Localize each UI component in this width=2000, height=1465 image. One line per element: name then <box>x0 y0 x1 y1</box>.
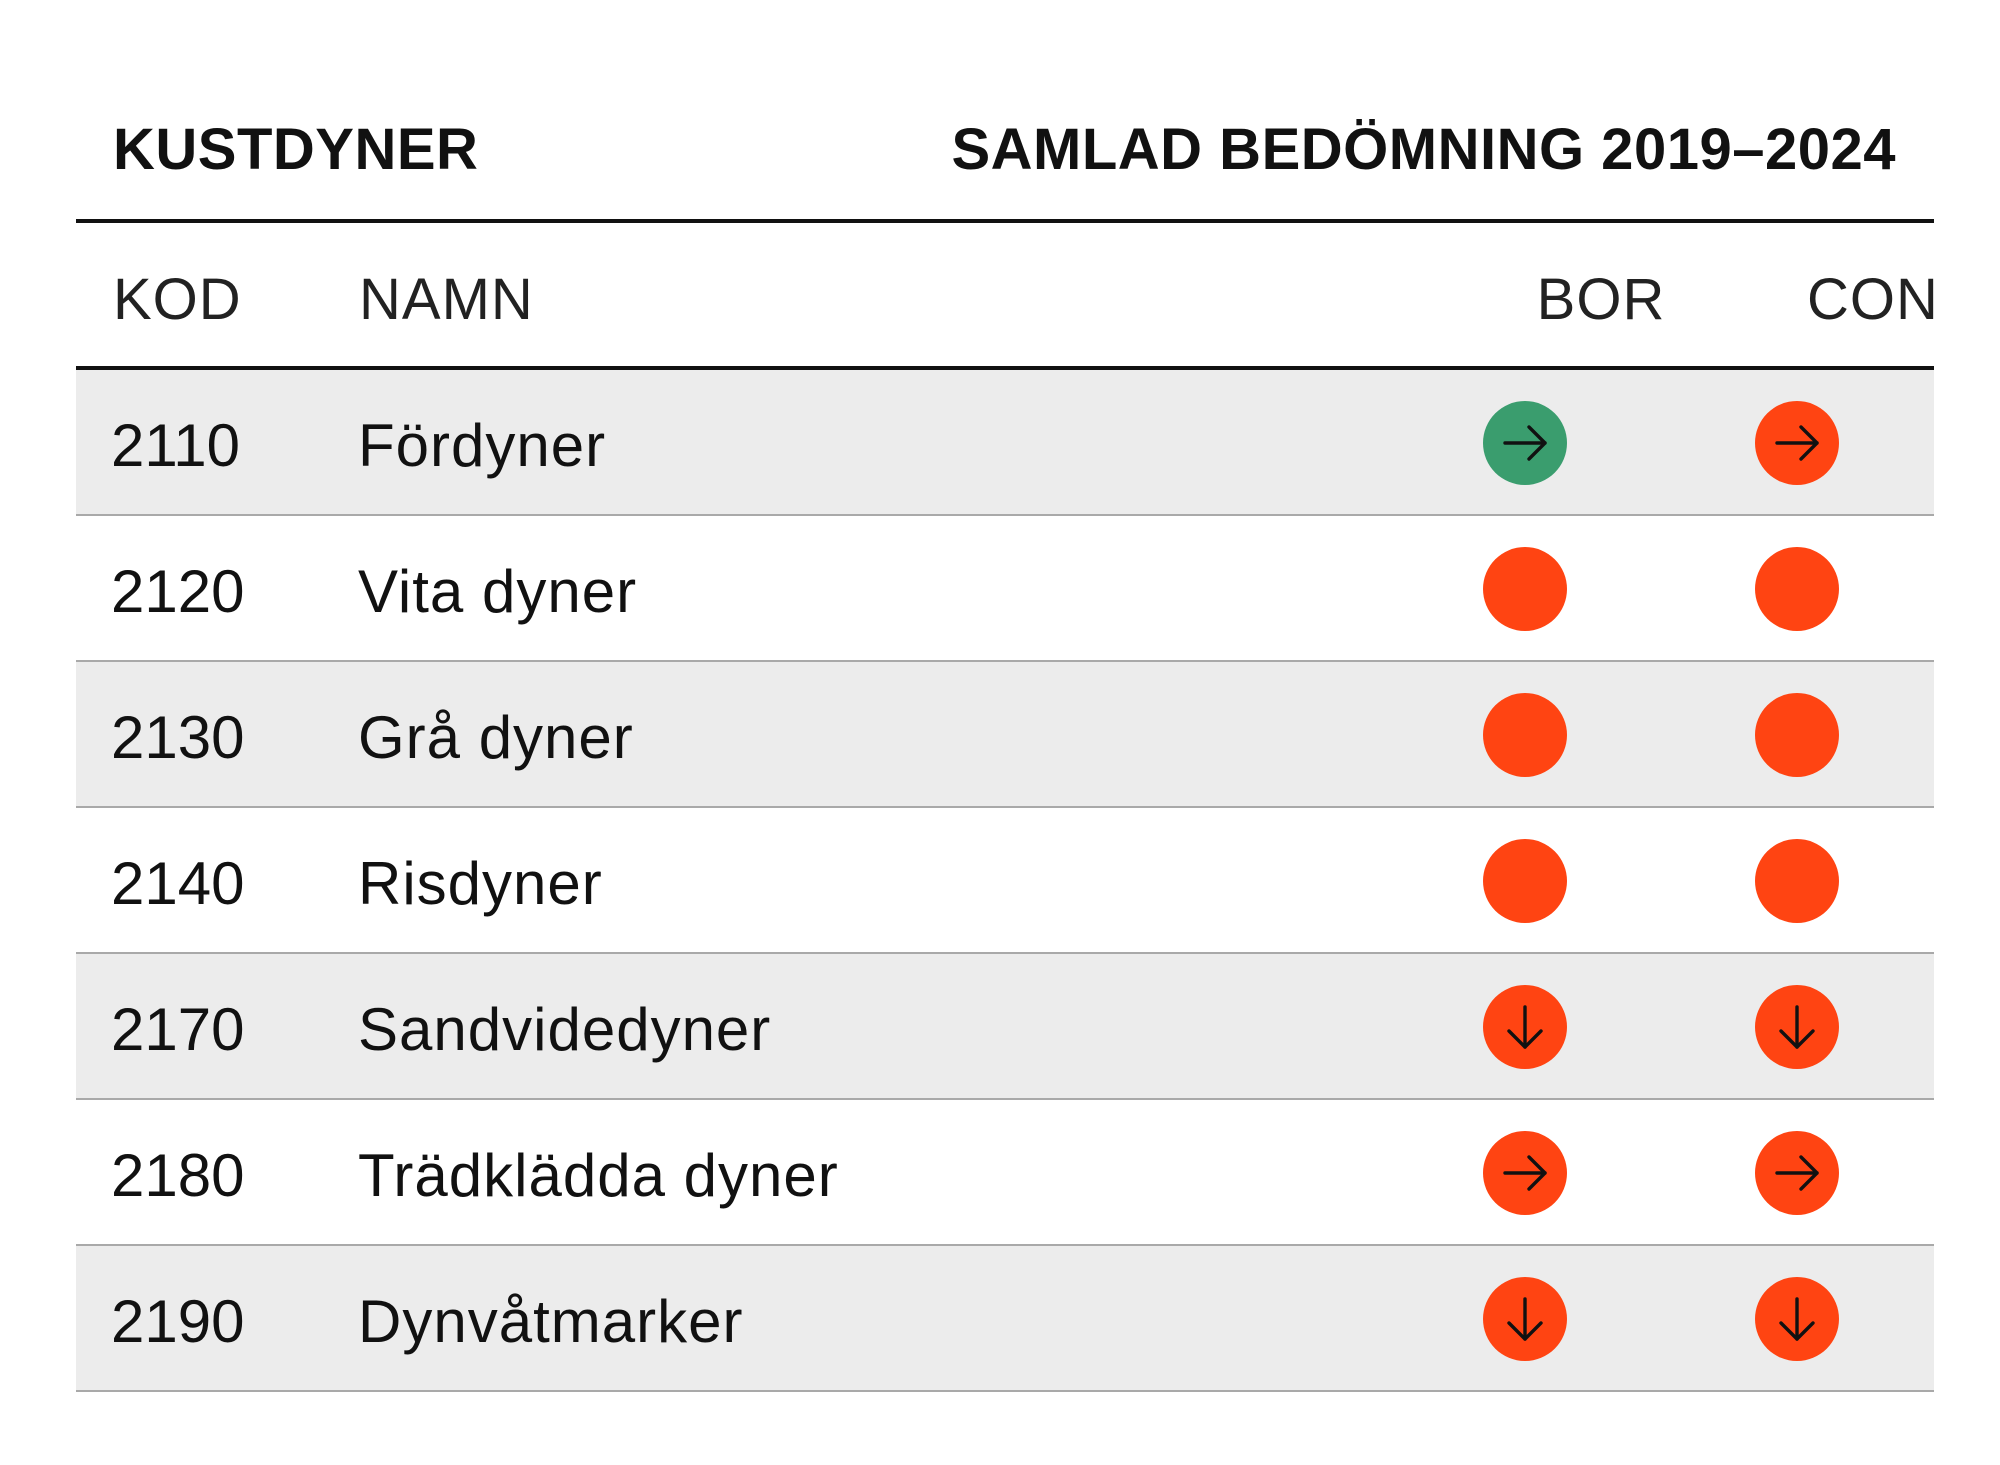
row-namn: Dynvåtmarker <box>358 1288 744 1355</box>
header-rule <box>76 366 1934 370</box>
row-namn: Grå dyner <box>358 704 634 771</box>
row-kod: 2130 <box>111 704 245 771</box>
row-kod: 2120 <box>111 558 245 625</box>
bor-arrow-down-icon <box>1483 1277 1567 1361</box>
row-namn: Sandvidedyner <box>358 996 772 1063</box>
row-namn: Risdyner <box>358 850 603 917</box>
header-kod: KOD <box>113 267 242 332</box>
title-row: KUSTDYNER SAMLAD BEDÖMNING 2019–2024 <box>76 0 1934 220</box>
table-row: 2140 Risdyner <box>76 808 1934 954</box>
table-title: KUSTDYNER <box>113 117 479 182</box>
row-namn: Fördyner <box>358 412 607 479</box>
row-namn: Vita dyner <box>358 558 638 625</box>
top-rule <box>76 219 1934 223</box>
header-bor: BOR <box>1536 267 1666 332</box>
header-namn: NAMN <box>359 267 534 332</box>
row-kod: 2180 <box>111 1142 245 1209</box>
table-row: 2190 Dynvåtmarker <box>76 1246 1934 1392</box>
row-namn: Trädklädda dyner <box>358 1142 839 1209</box>
con-arrow-right-icon <box>1755 401 1839 485</box>
con-status-dot-icon <box>1755 693 1839 777</box>
table-row: 2130 Grå dyner <box>76 662 1934 808</box>
row-kod: 2110 <box>111 412 241 479</box>
header-con: CON <box>1807 267 1939 332</box>
table-row: 2180 Trädklädda dyner <box>76 1100 1934 1246</box>
table-body: 2110 Fördyner 2120 Vita dyner 2130 Grå dyner 2… <box>76 370 1934 1392</box>
row-kod: 2190 <box>111 1288 245 1355</box>
bor-status-dot-icon <box>1483 547 1567 631</box>
assessment-table: KUSTDYNER SAMLAD BEDÖMNING 2019–2024 KOD… <box>76 0 1938 1392</box>
bor-arrow-right-icon <box>1483 1131 1567 1215</box>
bor-arrow-right-icon <box>1483 401 1567 485</box>
con-status-dot-icon <box>1755 839 1839 923</box>
con-status-dot-icon <box>1755 547 1839 631</box>
bor-status-dot-icon <box>1483 839 1567 923</box>
row-kod: 2170 <box>111 996 245 1063</box>
table-row: 2110 Fördyner <box>76 370 1934 516</box>
row-kod: 2140 <box>111 850 245 917</box>
con-arrow-down-icon <box>1755 985 1839 1069</box>
column-header-row: KOD NAMN BOR CON <box>76 220 1938 366</box>
table-row: 2120 Vita dyner <box>76 516 1934 662</box>
table-row: 2170 Sandvidedyner <box>76 954 1934 1100</box>
assessment-period-title: SAMLAD BEDÖMNING 2019–2024 <box>951 117 1896 182</box>
bor-arrow-down-icon <box>1483 985 1567 1069</box>
con-arrow-down-icon <box>1755 1277 1839 1361</box>
bor-status-dot-icon <box>1483 693 1567 777</box>
con-arrow-right-icon <box>1755 1131 1839 1215</box>
